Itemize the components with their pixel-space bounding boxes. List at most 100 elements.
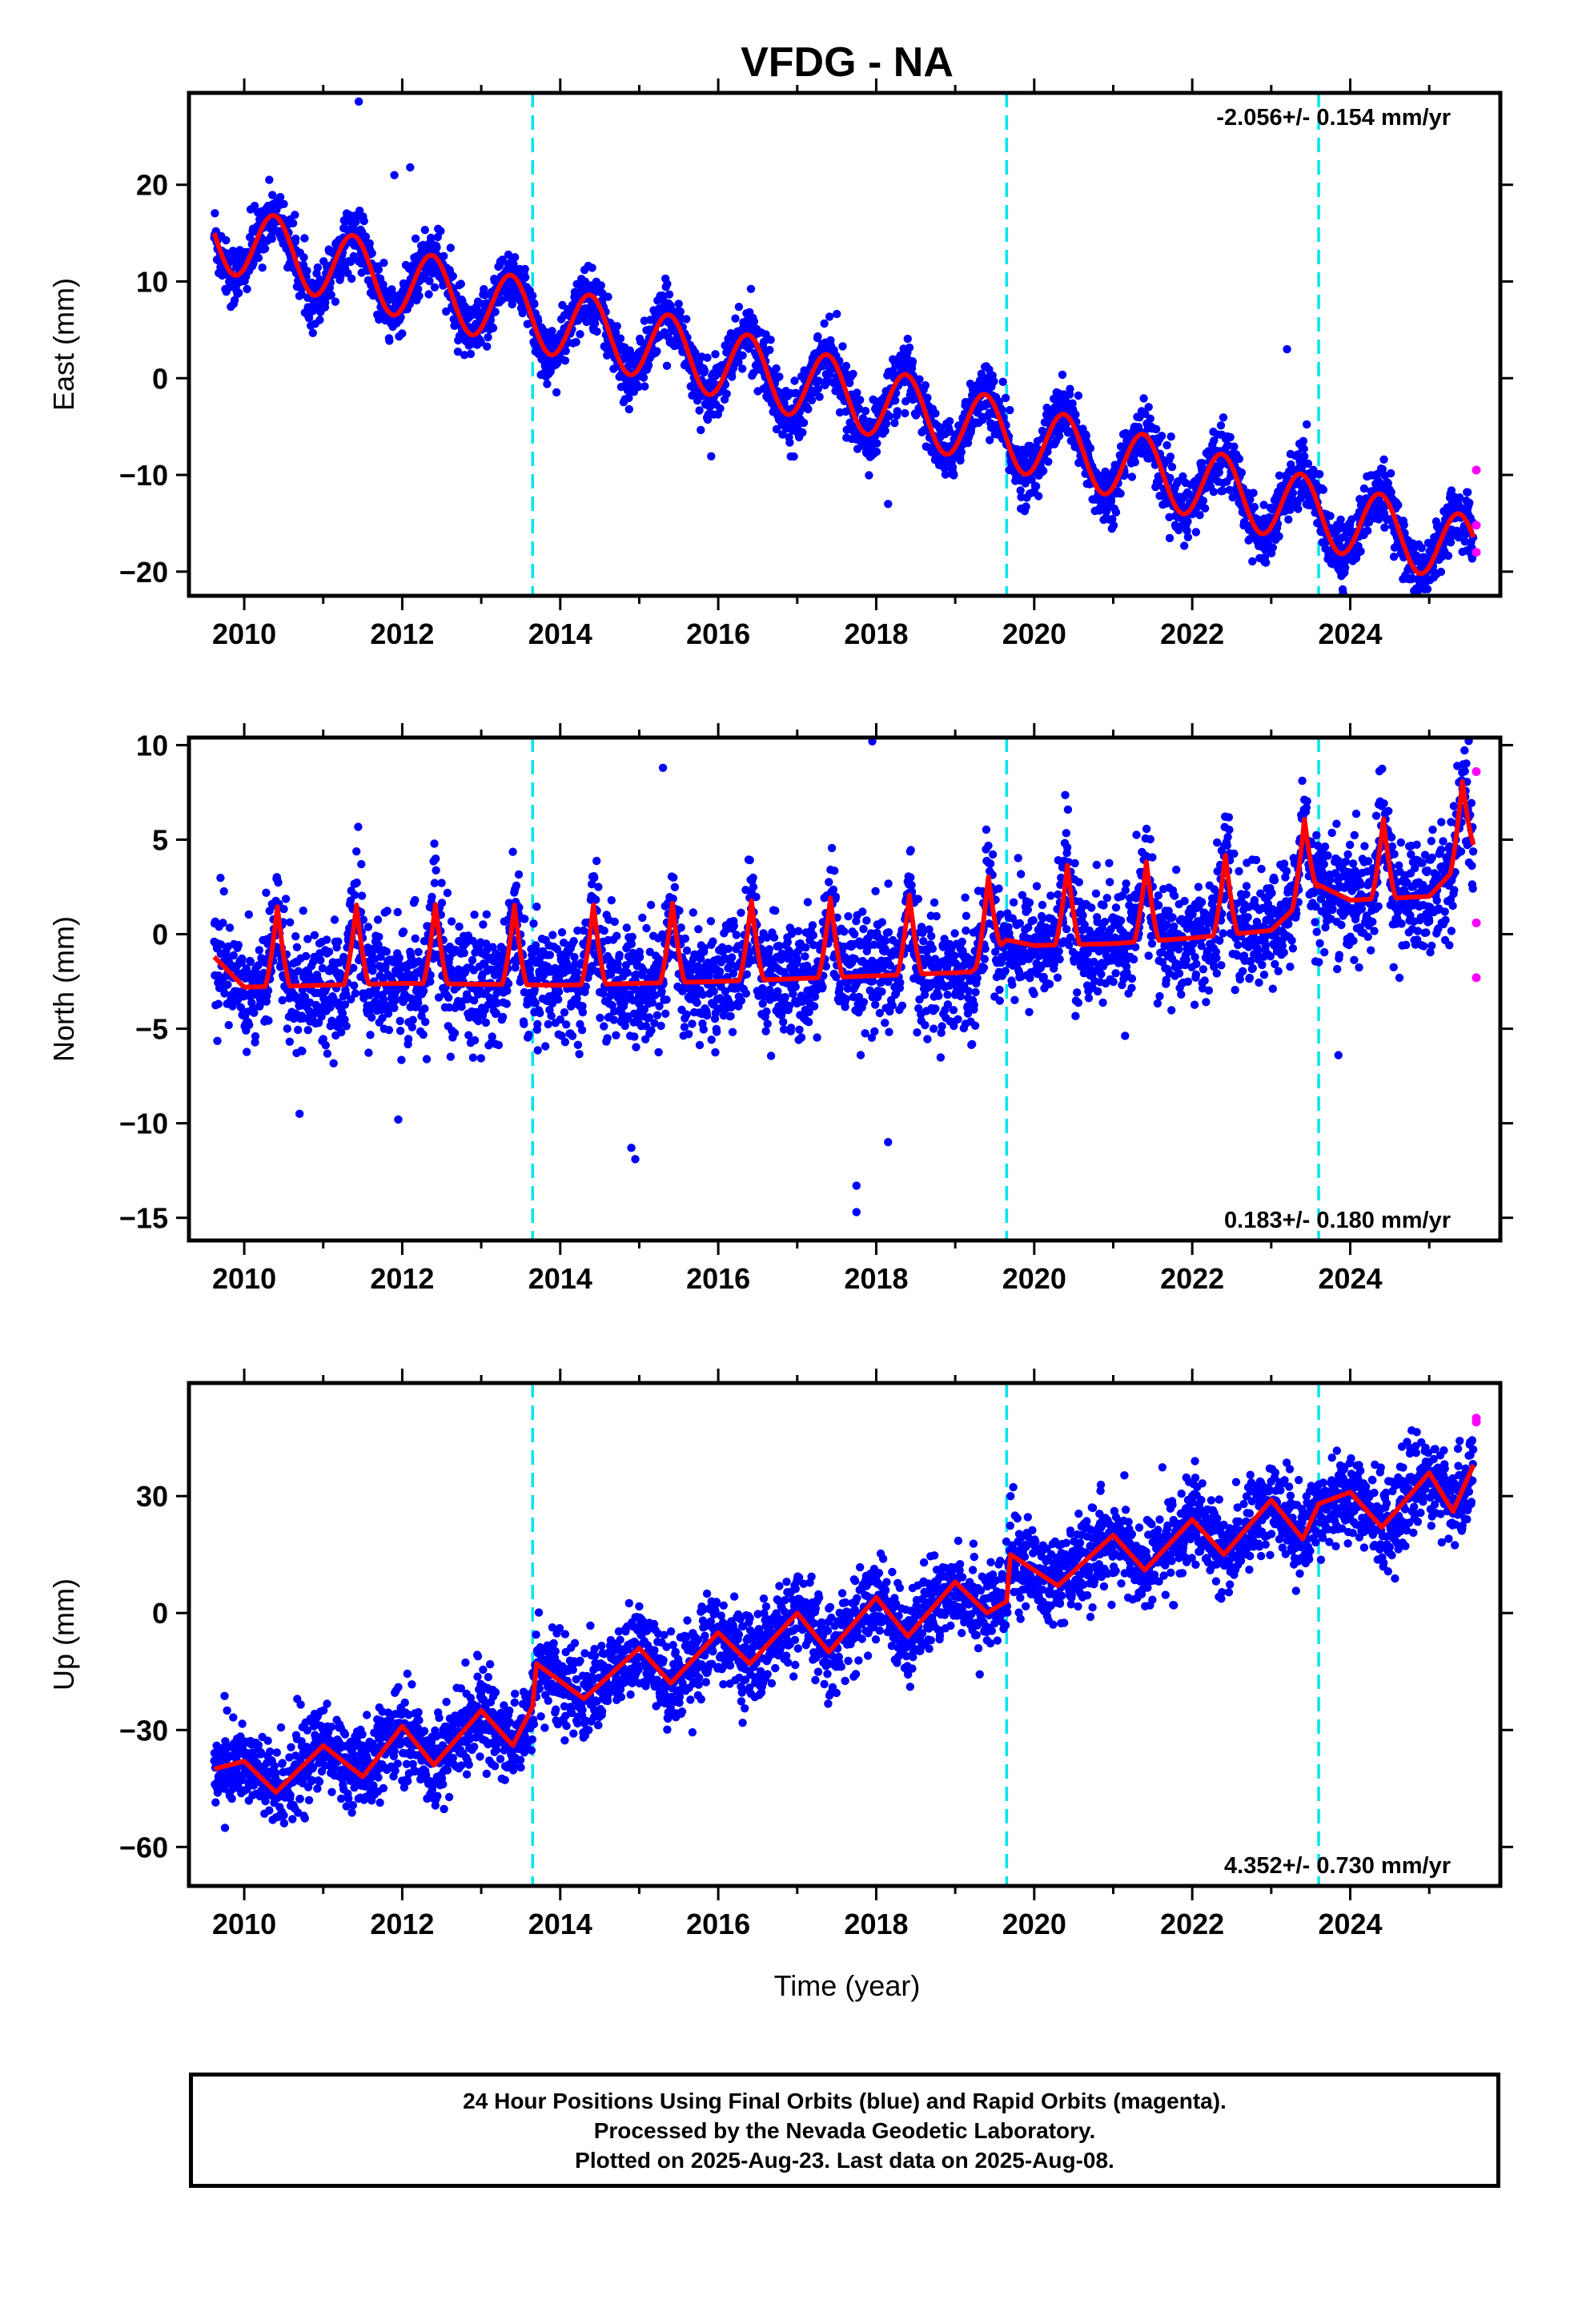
final-orbit-point — [612, 1031, 620, 1040]
final-orbit-point — [815, 392, 824, 401]
final-orbit-point — [749, 317, 759, 326]
final-orbit-point — [1379, 455, 1388, 464]
final-orbit-point — [1411, 598, 1419, 606]
final-orbit-point — [373, 915, 383, 924]
final-orbit-point — [548, 931, 557, 939]
final-orbit-point — [476, 338, 485, 347]
x-tick-label: 2012 — [370, 617, 434, 650]
final-orbit-point — [414, 999, 423, 1007]
final-orbit-point — [520, 1019, 528, 1028]
final-orbit-point — [575, 1050, 584, 1059]
final-orbit-point — [825, 369, 834, 379]
final-orbit-point — [385, 336, 394, 345]
final-orbit-point — [351, 989, 360, 998]
final-orbit-point — [384, 1026, 394, 1035]
final-orbit-point — [383, 907, 391, 915]
final-orbit-point — [746, 284, 756, 293]
final-orbit-point — [998, 377, 1007, 386]
final-orbit-point — [316, 955, 325, 965]
final-orbit-point — [214, 999, 223, 1008]
final-orbit-point — [957, 448, 966, 456]
final-orbit-point — [468, 1053, 478, 1062]
final-orbit-point — [691, 348, 700, 357]
final-orbit-point — [652, 1011, 662, 1020]
final-orbit-point — [1111, 508, 1121, 517]
final-orbit-point — [903, 334, 913, 344]
final-orbit-point — [1417, 544, 1426, 553]
final-orbit-point — [244, 910, 253, 919]
final-orbit-point — [219, 887, 228, 896]
final-orbit-point — [998, 405, 1006, 415]
final-orbit-point — [268, 191, 277, 199]
final-orbit-point — [491, 308, 500, 316]
final-orbit-point — [642, 923, 651, 933]
final-orbit-point — [419, 987, 428, 995]
final-orbit-point — [1216, 421, 1226, 430]
final-orbit-point — [541, 1042, 550, 1051]
final-orbit-point — [891, 396, 900, 405]
final-orbit-point — [1303, 420, 1311, 429]
final-orbit-point — [382, 947, 391, 956]
final-orbit-point — [707, 452, 716, 460]
final-orbit-point — [258, 263, 267, 272]
final-orbit-point — [562, 1020, 571, 1029]
final-orbit-point — [1006, 405, 1014, 415]
final-orbit-point — [1262, 558, 1271, 567]
final-orbit-point — [644, 360, 653, 370]
final-orbit-point — [646, 316, 655, 324]
final-orbit-point — [419, 1030, 428, 1039]
final-orbit-point — [275, 192, 285, 202]
final-orbit-point — [238, 954, 247, 963]
final-orbit-point — [596, 281, 605, 290]
final-orbit-point — [404, 1035, 413, 1043]
final-orbit-point — [695, 406, 704, 415]
final-orbit-point — [616, 334, 625, 343]
final-orbit-point — [262, 888, 271, 898]
final-orbit-point — [224, 1020, 233, 1030]
final-orbit-point — [352, 879, 361, 887]
final-orbit-point — [1268, 543, 1278, 552]
final-orbit-point — [873, 439, 881, 448]
final-orbit-point — [890, 419, 899, 428]
final-orbit-point — [849, 369, 857, 379]
final-orbit-point — [327, 291, 335, 300]
final-orbit-point — [841, 361, 851, 371]
final-orbit-outlier-point — [354, 97, 363, 107]
final-orbit-point — [408, 1015, 417, 1024]
final-orbit-point — [1167, 462, 1177, 472]
final-orbit-point — [697, 425, 705, 435]
final-orbit-point — [432, 866, 440, 875]
y-tick-label: 10 — [136, 266, 168, 299]
final-orbit-point — [881, 426, 889, 436]
final-orbit-point — [294, 1025, 303, 1035]
final-orbit-point — [374, 265, 383, 274]
final-orbit-point — [990, 376, 998, 386]
final-orbit-point — [1001, 393, 1010, 403]
final-orbit-point — [1443, 551, 1453, 561]
final-orbit-point — [354, 822, 363, 831]
final-orbit-point — [321, 1041, 330, 1050]
final-orbit-point — [1032, 482, 1041, 491]
final-orbit-point — [700, 366, 709, 376]
final-orbit-point — [243, 1047, 251, 1056]
final-orbit-point — [923, 393, 932, 402]
final-orbit-point — [323, 1049, 332, 1058]
final-orbit-point — [1299, 444, 1308, 453]
final-orbit-point — [245, 1020, 254, 1030]
final-orbit-point — [1165, 533, 1174, 543]
plot-title: VFDG - NA — [741, 39, 954, 86]
final-orbit-point — [331, 297, 340, 306]
final-orbit-point — [1074, 391, 1083, 400]
y-tick-label: 0 — [152, 362, 168, 395]
final-orbit-point — [379, 259, 388, 267]
final-orbit-point — [533, 1019, 542, 1029]
final-orbit-point — [761, 330, 770, 339]
final-orbit-point — [804, 404, 813, 414]
x-tick-label: 2024 — [1318, 617, 1382, 650]
final-orbit-point — [315, 316, 324, 324]
final-orbit-point — [455, 922, 464, 931]
final-orbit-point — [1039, 466, 1048, 476]
final-orbit-point — [1116, 489, 1125, 498]
final-orbit-point — [630, 1032, 639, 1041]
final-orbit-point — [738, 351, 747, 360]
